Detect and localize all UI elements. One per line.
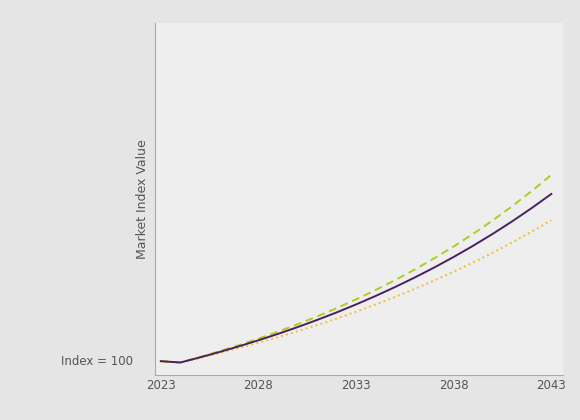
Text: Index = 100: Index = 100 [61, 354, 133, 368]
Y-axis label: Market Index Value: Market Index Value [136, 139, 150, 259]
